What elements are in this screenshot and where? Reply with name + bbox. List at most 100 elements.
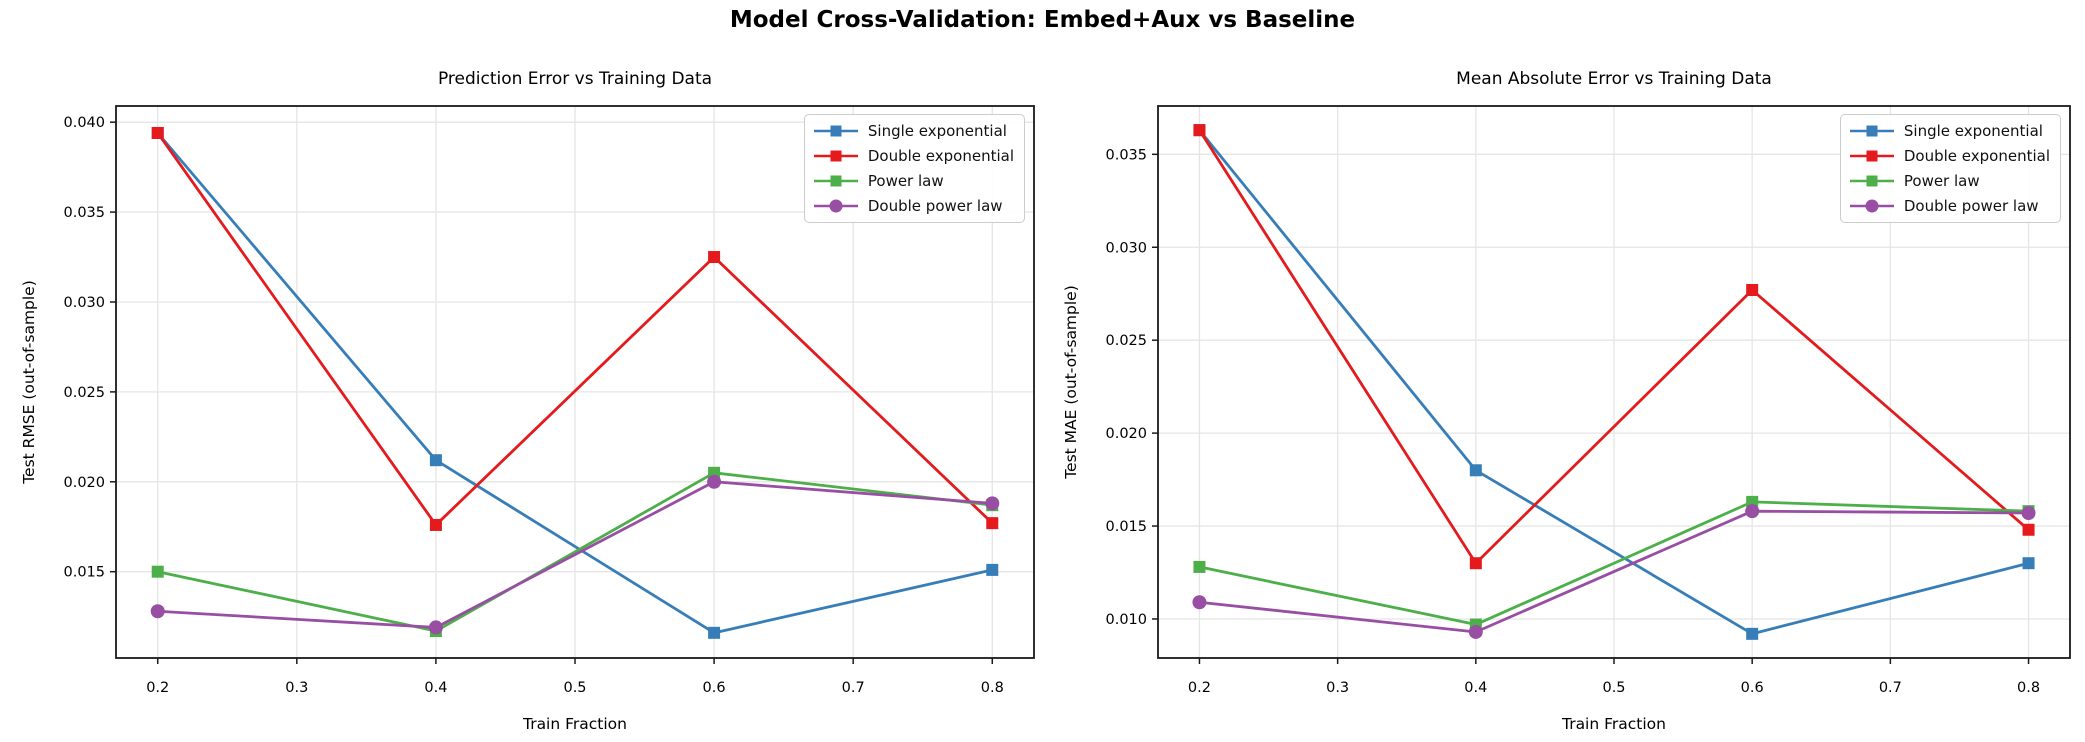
legend-item-double-power-law: Double power law (1849, 195, 2050, 217)
series-line-power-law (1198, 500, 2030, 626)
series-double-power-law (1192, 504, 2036, 639)
x-tick-label: 0.7 (842, 680, 865, 696)
data-point-marker (1469, 464, 1482, 477)
data-point-marker (1745, 504, 1760, 519)
data-point-marker (985, 496, 1000, 511)
data-point-marker (150, 604, 165, 619)
y-tick-label: 0.025 (63, 385, 105, 401)
legend-item-double-exponential: Double exponential (1849, 145, 2050, 167)
y-tick-label: 0.010 (1105, 612, 1147, 628)
legend-marker (1866, 175, 1878, 187)
legend-label: Double exponential (867, 147, 1014, 165)
y-tick-label: 0.015 (63, 565, 105, 581)
data-point-marker (2022, 523, 2035, 536)
right-chart-xlabel: Train Fraction (1561, 715, 1666, 733)
legend-square-marker-icon (813, 150, 858, 162)
data-point-marker (2022, 557, 2035, 570)
legend-label: Power law (867, 172, 944, 190)
data-point-marker (1193, 124, 1206, 137)
legend-square-marker-icon (813, 125, 858, 137)
x-tick-label: 0.3 (285, 680, 308, 696)
data-point-marker (1746, 284, 1759, 296)
x-tick-label: 0.8 (981, 680, 1004, 696)
data-point-marker (986, 563, 999, 576)
legend-marker (830, 125, 842, 137)
x-tick-label: 0.7 (1879, 680, 1902, 696)
y-tick-label: 0.030 (63, 295, 105, 311)
series-line-double-exponential (1198, 128, 2030, 565)
x-tick-label: 0.2 (146, 680, 169, 696)
data-point-marker (1468, 624, 1483, 639)
legend-item-double-exponential: Double exponential (813, 145, 1014, 167)
legend-square-marker-icon (1849, 125, 1894, 137)
legend-marker (829, 199, 843, 213)
legend-circle-marker-icon (813, 199, 858, 213)
x-tick-label: 0.3 (1326, 680, 1349, 696)
x-tick-label: 0.6 (703, 680, 726, 696)
series-line-double-power-law (1198, 509, 2030, 634)
legend-label: Double power law (1903, 197, 2039, 215)
data-point-marker (986, 517, 999, 530)
left-chart-title: Prediction Error vs Training Data (438, 69, 712, 89)
series-line-single-exponential (156, 131, 994, 635)
data-point-marker (429, 518, 442, 531)
series-line-power-law (156, 471, 994, 633)
x-tick-label: 0.4 (424, 680, 447, 696)
y-tick-label: 0.020 (1105, 426, 1147, 442)
data-point-marker (708, 626, 721, 639)
y-tick-label: 0.025 (1105, 333, 1147, 349)
right-chart-axes: 0.2 0.3 0.4 0.5 0.6 0.7 0.8 0.010 0.015 0.020 0.02… (1062, 69, 2071, 733)
legend-marker (1865, 199, 1879, 213)
series-line-single-exponential (1198, 128, 2030, 636)
legend-marker (1866, 150, 1878, 162)
data-point-marker (151, 565, 164, 578)
x-tick-label: 0.5 (1602, 680, 1625, 696)
left-chart-xlabel: Train Fraction (522, 715, 627, 733)
figure-suptitle: Model Cross-Validation: Embed+Aux vs Bas… (729, 7, 1356, 33)
right-chart-legend: Single exponential Double exponential Powe… (1839, 114, 2061, 223)
y-tick-label: 0.030 (1105, 240, 1147, 256)
x-tick-label: 0.8 (2017, 680, 2040, 696)
right-chart-title: Mean Absolute Error vs Training Data (1456, 69, 1772, 89)
x-tick-label: 0.2 (1188, 680, 1211, 696)
data-point-marker (428, 620, 443, 635)
series-line-double-power-law (156, 480, 994, 629)
legend-label: Power law (1903, 172, 1980, 190)
x-tick-label: 0.5 (563, 680, 586, 696)
x-tick-label: 0.4 (1464, 680, 1487, 696)
data-point-marker (2021, 506, 2036, 521)
legend-square-marker-icon (1849, 175, 1894, 187)
data-point-marker (1746, 627, 1759, 640)
legend-label: Single exponential (1903, 122, 2043, 140)
y-tick-label: 0.040 (63, 115, 105, 131)
left-chart-legend: Single exponential Double exponential Powe… (803, 114, 1025, 223)
series-double-power-law (150, 474, 1000, 635)
legend-marker (830, 150, 842, 162)
y-tick-label: 0.020 (63, 475, 105, 491)
x-tick-label: 0.6 (1741, 680, 1764, 696)
legend-square-marker-icon (1849, 150, 1894, 162)
data-point-marker (1469, 557, 1482, 570)
data-point-marker (708, 251, 721, 264)
data-point-marker (707, 474, 722, 489)
legend-circle-marker-icon (1849, 199, 1894, 213)
data-point-marker (1193, 560, 1206, 573)
series-single-exponential (151, 126, 999, 639)
y-tick-label: 0.035 (63, 205, 105, 221)
legend-item-single-exponential: Single exponential (1849, 120, 2050, 142)
series-double-exponential (151, 126, 999, 531)
legend-label: Double power law (867, 197, 1003, 215)
data-point-marker (1192, 595, 1207, 610)
legend-item-power-law: Power law (813, 170, 1014, 192)
legend-label: Single exponential (867, 122, 1007, 140)
right-chart-ylabel: Test MAE (out-of-sample) (1062, 285, 1080, 480)
left-chart-axes: 0.2 0.3 0.4 0.5 0.6 0.7 0.8 0.015 0.020 0.025 0.03… (20, 69, 1035, 733)
legend-item-single-exponential: Single exponential (813, 120, 1014, 142)
legend-marker (1866, 125, 1878, 137)
data-point-marker (429, 454, 442, 467)
y-tick-label: 0.035 (1105, 147, 1147, 163)
data-point-marker (151, 126, 164, 139)
legend-marker (830, 175, 842, 187)
